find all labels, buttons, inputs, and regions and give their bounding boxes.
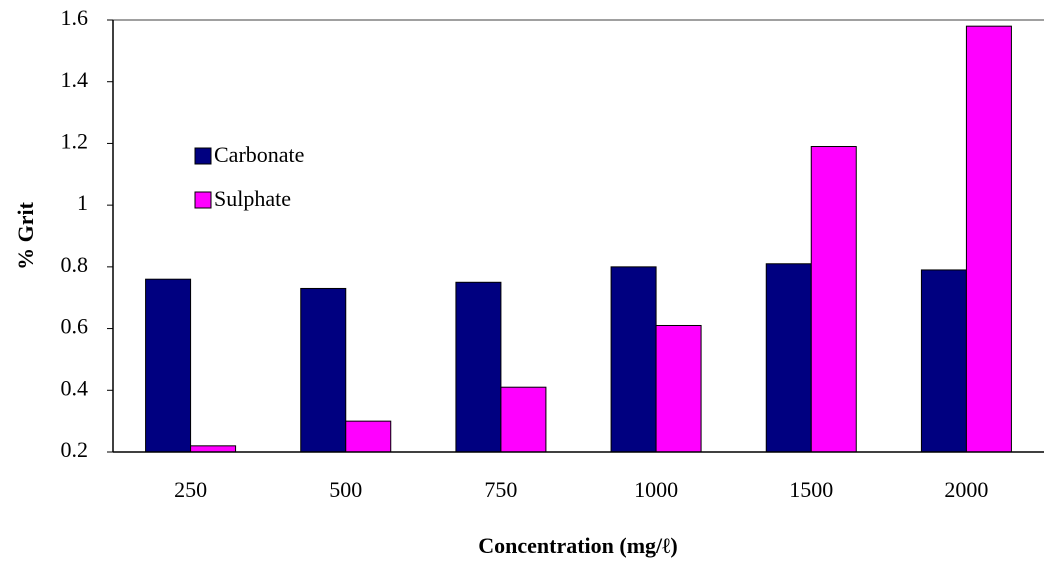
y-tick-label: 1.6 [61, 5, 89, 30]
bar [810, 146, 857, 453]
x-tick-label: 1000 [634, 477, 678, 502]
y-tick-label: 1 [77, 190, 88, 215]
bar [455, 281, 502, 453]
x-tick-label: 750 [484, 477, 517, 502]
y-tick-label: 1.4 [61, 67, 89, 92]
bar [145, 278, 192, 453]
legend-label: Sulphate [214, 186, 291, 211]
x-axis-label: Concentration (mg/ℓ) [478, 533, 678, 558]
bar [965, 25, 1012, 453]
bar [300, 287, 347, 453]
y-tick-label: 0.8 [61, 252, 89, 277]
y-axis-label: % Grit [13, 201, 38, 269]
x-tick-label: 2000 [944, 477, 988, 502]
legend-swatch [194, 147, 212, 165]
y-tick-label: 0.2 [61, 437, 89, 462]
bar [500, 386, 547, 453]
bar [765, 263, 812, 453]
legend-label: Carbonate [214, 142, 304, 167]
bar [190, 445, 237, 453]
bar [610, 266, 657, 453]
bar [655, 324, 702, 453]
bar [920, 269, 967, 453]
y-tick-label: 1.2 [61, 128, 89, 153]
bar [345, 420, 392, 453]
y-tick-label: 0.6 [61, 314, 89, 339]
x-tick-label: 500 [329, 477, 362, 502]
legend-swatch [194, 191, 212, 209]
x-tick-label: 250 [174, 477, 207, 502]
x-tick-label: 1500 [789, 477, 833, 502]
y-tick-label: 0.4 [61, 375, 89, 400]
